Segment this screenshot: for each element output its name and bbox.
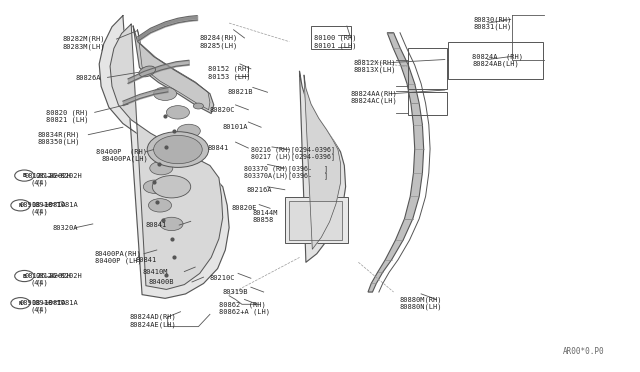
Text: 80410M: 80410M: [142, 269, 168, 275]
Polygon shape: [300, 71, 346, 262]
Text: 80841: 80841: [208, 145, 229, 151]
Circle shape: [148, 199, 172, 212]
Text: 08918-1081A: 08918-1081A: [19, 300, 66, 306]
Text: (4): (4): [31, 279, 44, 286]
Text: 80320A: 80320A: [52, 225, 78, 231]
Text: (4): (4): [36, 209, 49, 215]
Text: 80841: 80841: [136, 257, 157, 263]
Text: 80813X(LH): 80813X(LH): [353, 67, 396, 73]
Bar: [408, 92, 447, 115]
Text: 80880M(RH): 80880M(RH): [400, 296, 442, 303]
Bar: [311, 26, 351, 49]
Text: 80824AD(RH): 80824AD(RH): [129, 314, 176, 320]
Text: 80824AE(LH): 80824AE(LH): [129, 321, 176, 328]
Text: 80824AB(LH): 80824AB(LH): [472, 61, 519, 67]
Text: 803370 (RH)[0396-   ]: 803370 (RH)[0396- ]: [244, 165, 328, 171]
Text: 08126-8202H: 08126-8202H: [36, 173, 83, 179]
Text: 80820E: 80820E: [232, 205, 257, 211]
Circle shape: [143, 180, 166, 193]
Bar: [448, 42, 543, 79]
Text: 80216A: 80216A: [246, 187, 272, 193]
Text: 08126-8202H: 08126-8202H: [36, 273, 83, 279]
Text: AR00*0.P0: AR00*0.P0: [563, 347, 605, 356]
Ellipse shape: [139, 66, 156, 77]
Text: 80216 (RH)[0294-0396]: 80216 (RH)[0294-0396]: [251, 146, 335, 153]
Text: (4): (4): [36, 179, 49, 186]
Circle shape: [150, 161, 173, 175]
Text: 80400P (LH): 80400P (LH): [95, 258, 141, 264]
Text: 80820C: 80820C: [210, 107, 236, 113]
Bar: [289, 201, 342, 240]
Polygon shape: [110, 24, 223, 289]
Text: 80821B: 80821B: [227, 89, 253, 95]
Text: 80880N(LH): 80880N(LH): [400, 304, 442, 310]
Text: 80862+A (LH): 80862+A (LH): [219, 308, 270, 315]
Text: 80400P  (RH): 80400P (RH): [96, 148, 147, 155]
Text: B: B: [22, 173, 26, 178]
Circle shape: [160, 217, 183, 231]
Text: 80841: 80841: [146, 222, 167, 228]
Text: 80821 (LH): 80821 (LH): [46, 116, 88, 123]
Circle shape: [152, 176, 191, 198]
Circle shape: [177, 124, 200, 138]
Text: 08126-8202H: 08126-8202H: [24, 273, 71, 279]
Text: 80812X(RH): 80812X(RH): [353, 59, 396, 66]
Text: 80824AA(RH): 80824AA(RH): [351, 90, 397, 97]
Circle shape: [154, 87, 177, 100]
Text: 80101A: 80101A: [223, 124, 248, 130]
Polygon shape: [133, 26, 214, 113]
Text: 80824A  (RH): 80824A (RH): [472, 53, 524, 60]
Text: 08918-1081A: 08918-1081A: [32, 300, 79, 306]
Text: 80830(RH): 80830(RH): [474, 16, 512, 23]
Text: 80858: 80858: [253, 217, 274, 223]
Text: N: N: [19, 301, 22, 306]
Text: 80284(RH): 80284(RH): [200, 35, 238, 41]
Text: (4): (4): [36, 307, 49, 313]
Circle shape: [154, 135, 202, 164]
Text: 08918-1081A: 08918-1081A: [32, 202, 79, 208]
Text: 80100 (RH): 80100 (RH): [314, 35, 356, 41]
Text: 80282M(RH): 80282M(RH): [63, 36, 105, 42]
Circle shape: [147, 132, 209, 167]
Text: 80826A: 80826A: [76, 75, 101, 81]
Text: 08918-1081A: 08918-1081A: [19, 202, 66, 208]
Text: 80400PA(RH): 80400PA(RH): [95, 250, 141, 257]
Text: 80144M: 80144M: [253, 210, 278, 216]
Text: (4): (4): [31, 307, 44, 313]
Polygon shape: [304, 75, 340, 249]
Circle shape: [160, 143, 183, 156]
Bar: [408, 48, 447, 89]
Text: 803370A(LH)[0396-   ]: 803370A(LH)[0396- ]: [244, 172, 328, 179]
Polygon shape: [368, 33, 424, 292]
Bar: [285, 197, 348, 243]
Text: (4): (4): [31, 209, 44, 215]
Text: 80400B: 80400B: [148, 279, 174, 285]
Text: 80862  (RH): 80862 (RH): [219, 301, 266, 308]
Text: 80824AC(LH): 80824AC(LH): [351, 98, 397, 105]
Text: 80285(LH): 80285(LH): [200, 42, 238, 49]
Text: 80834R(RH): 80834R(RH): [37, 131, 79, 138]
Text: N: N: [19, 203, 22, 208]
Text: 80101 (LH): 80101 (LH): [314, 42, 356, 49]
Text: 80831(LH): 80831(LH): [474, 23, 512, 30]
Text: 80400PA(LH): 80400PA(LH): [101, 156, 148, 163]
Text: 80217 (LH)[0294-0396]: 80217 (LH)[0294-0396]: [251, 154, 335, 160]
Text: B: B: [22, 273, 26, 279]
Polygon shape: [99, 16, 229, 298]
Text: 08126-8202H: 08126-8202H: [24, 173, 71, 179]
Text: (4): (4): [31, 179, 44, 186]
Text: 80283M(LH): 80283M(LH): [63, 43, 105, 50]
Text: (4): (4): [36, 279, 49, 286]
Text: 80153 (LH): 80153 (LH): [208, 73, 250, 80]
Text: 80820 (RH): 80820 (RH): [46, 109, 88, 116]
Circle shape: [193, 103, 204, 109]
Text: 80152 (RH): 80152 (RH): [208, 65, 250, 72]
Text: 80319B: 80319B: [223, 289, 248, 295]
Text: 808350(LH): 808350(LH): [37, 139, 79, 145]
Text: 80210C: 80210C: [210, 275, 236, 281]
Circle shape: [166, 106, 189, 119]
